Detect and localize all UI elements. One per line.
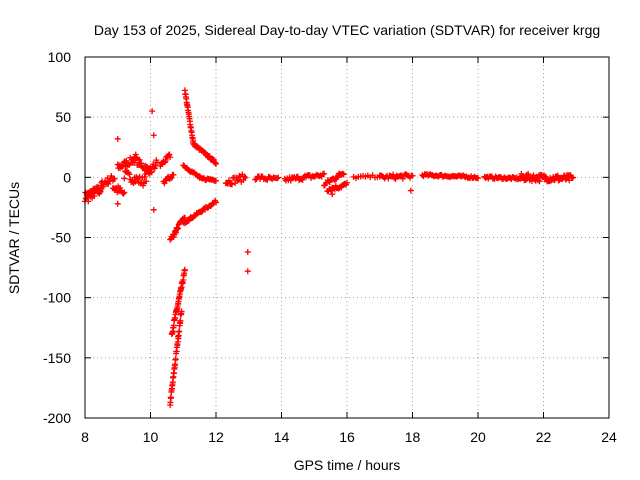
- data-point: [114, 200, 121, 207]
- data-point: [475, 175, 481, 182]
- data-point: [213, 199, 219, 206]
- data-point: [132, 151, 139, 158]
- data-point: [85, 198, 92, 205]
- plot-frame: [84, 56, 610, 419]
- data-point: [229, 181, 236, 188]
- data-point: [172, 356, 179, 363]
- data-point: [344, 179, 350, 186]
- chart-title: Day 153 of 2025, Sidereal Day-to-day VTE…: [94, 22, 600, 38]
- data-point: [121, 175, 128, 182]
- data-point: [150, 206, 157, 213]
- data-point: [147, 168, 154, 175]
- data-point: [234, 177, 241, 184]
- data-point: [174, 224, 181, 231]
- data-point: [340, 171, 347, 178]
- data-point: [242, 174, 249, 181]
- data-point: [114, 135, 121, 142]
- data-point: [168, 395, 175, 402]
- data-point: [138, 160, 145, 167]
- x-tick-label: 8: [81, 429, 89, 445]
- data-point: [530, 172, 537, 179]
- data-point: [407, 187, 414, 194]
- data-point: [212, 160, 219, 167]
- y-tick-label: -200: [43, 410, 71, 426]
- data-point: [136, 156, 143, 163]
- x-axis-label: GPS time / hours: [294, 457, 401, 473]
- data-point: [143, 178, 150, 185]
- data-point: [213, 177, 219, 184]
- data-point: [120, 190, 127, 197]
- data-point: [131, 159, 138, 166]
- data-point: [175, 225, 182, 232]
- data-point: [162, 158, 169, 165]
- data-point: [166, 151, 173, 158]
- y-tick-label: -50: [51, 230, 71, 246]
- data-point: [274, 175, 281, 182]
- data-point: [275, 174, 282, 181]
- data-point: [161, 159, 168, 166]
- data-point: [525, 170, 532, 177]
- y-tick-label: 0: [63, 169, 71, 185]
- data-point: [241, 173, 248, 180]
- x-tick-label: 10: [143, 429, 159, 445]
- data-point: [178, 308, 185, 315]
- data-point: [299, 176, 306, 183]
- data-points: [82, 87, 576, 408]
- data-point: [167, 154, 174, 161]
- data-point: [141, 173, 148, 180]
- data-point: [321, 170, 328, 177]
- y-tick-label: -150: [43, 350, 71, 366]
- data-point: [168, 174, 175, 181]
- x-tick-label: 14: [274, 429, 290, 445]
- data-point: [176, 328, 183, 335]
- data-point: [329, 191, 336, 198]
- data-point: [244, 268, 251, 275]
- x-tick-label: 22: [536, 429, 552, 445]
- data-point: [213, 161, 219, 168]
- data-point: [520, 173, 527, 180]
- x-tick-label: 20: [470, 429, 486, 445]
- data-point: [181, 266, 188, 273]
- data-point: [181, 214, 188, 221]
- data-point: [111, 175, 118, 182]
- data-point: [177, 317, 184, 324]
- x-tick-label: 12: [208, 429, 224, 445]
- data-point: [339, 170, 346, 177]
- y-tick-label: 100: [48, 49, 72, 65]
- data-point: [126, 171, 133, 178]
- data-point: [121, 189, 128, 196]
- data-point: [170, 171, 177, 178]
- data-point: [536, 178, 543, 185]
- y-tick-label: 50: [55, 109, 71, 125]
- data-point: [569, 174, 576, 181]
- data-point: [399, 175, 406, 182]
- y-axis-label: SDTVAR / TECUs: [6, 182, 22, 294]
- data-point: [390, 171, 397, 178]
- x-tick-label: 16: [339, 429, 355, 445]
- data-point: [225, 177, 232, 184]
- data-point: [150, 132, 157, 139]
- data-point: [148, 169, 155, 176]
- x-tick-label: 24: [601, 429, 617, 445]
- data-point: [235, 176, 242, 183]
- data-point: [149, 108, 156, 115]
- data-point: [409, 172, 416, 179]
- tick-labels: 8 10 12 14 16 18 20 22 24 -200 -150 -100 -50 0 50 100: [43, 49, 617, 445]
- data-point: [566, 177, 573, 184]
- data-point: [116, 184, 123, 191]
- x-tick-label: 18: [405, 429, 421, 445]
- data-point: [244, 248, 251, 255]
- y-tick-label: -100: [43, 290, 71, 306]
- grid: [85, 57, 609, 418]
- data-point: [172, 228, 179, 235]
- data-point: [97, 188, 104, 195]
